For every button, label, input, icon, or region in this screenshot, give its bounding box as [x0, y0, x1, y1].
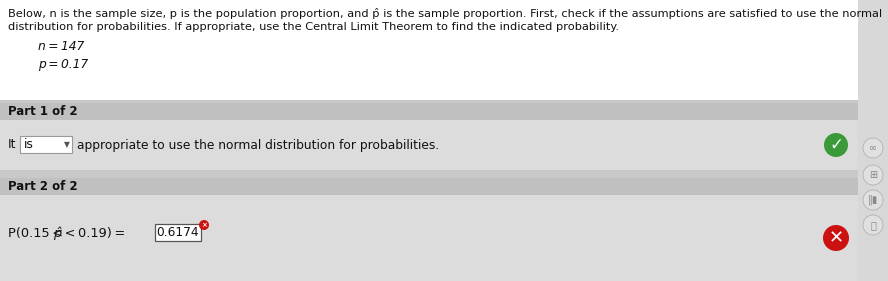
Text: p̂: p̂: [53, 226, 61, 240]
Text: ⌖: ⌖: [870, 220, 876, 230]
FancyBboxPatch shape: [0, 195, 858, 281]
Text: Below, n is the sample size, p is the population proportion, and p̂ is the sampl: Below, n is the sample size, p is the po…: [8, 8, 882, 19]
Text: ‖▮: ‖▮: [868, 195, 878, 205]
Text: ∞: ∞: [869, 143, 877, 153]
Text: n = 147: n = 147: [38, 40, 84, 53]
Circle shape: [199, 220, 209, 230]
Text: is: is: [24, 139, 34, 151]
Text: Part 2 of 2: Part 2 of 2: [8, 180, 77, 193]
Text: It: It: [8, 139, 17, 151]
Circle shape: [863, 215, 883, 235]
Text: ▼: ▼: [64, 140, 70, 149]
Circle shape: [863, 165, 883, 185]
Text: ✕: ✕: [829, 229, 844, 247]
FancyBboxPatch shape: [155, 224, 201, 241]
Text: P(0.15 <: P(0.15 <: [8, 226, 66, 239]
Text: ×: ×: [201, 222, 207, 228]
Text: ✓: ✓: [829, 136, 843, 154]
Text: < 0.19) =: < 0.19) =: [62, 226, 125, 239]
Circle shape: [823, 225, 849, 251]
Text: 0.6174: 0.6174: [156, 226, 199, 239]
FancyBboxPatch shape: [0, 0, 858, 100]
Text: ⊞: ⊞: [869, 170, 877, 180]
Text: p = 0.17: p = 0.17: [38, 58, 88, 71]
FancyBboxPatch shape: [20, 136, 72, 153]
FancyBboxPatch shape: [858, 0, 888, 281]
Text: distribution for probabilities. If appropriate, use the Central Limit Theorem to: distribution for probabilities. If appro…: [8, 22, 619, 32]
Text: appropriate to use the normal distribution for probabilities.: appropriate to use the normal distributi…: [77, 139, 440, 151]
Circle shape: [863, 138, 883, 158]
FancyBboxPatch shape: [0, 178, 858, 195]
FancyBboxPatch shape: [0, 103, 858, 120]
Text: Part 1 of 2: Part 1 of 2: [8, 105, 77, 118]
FancyBboxPatch shape: [0, 120, 858, 170]
Circle shape: [863, 190, 883, 210]
Circle shape: [824, 133, 848, 157]
